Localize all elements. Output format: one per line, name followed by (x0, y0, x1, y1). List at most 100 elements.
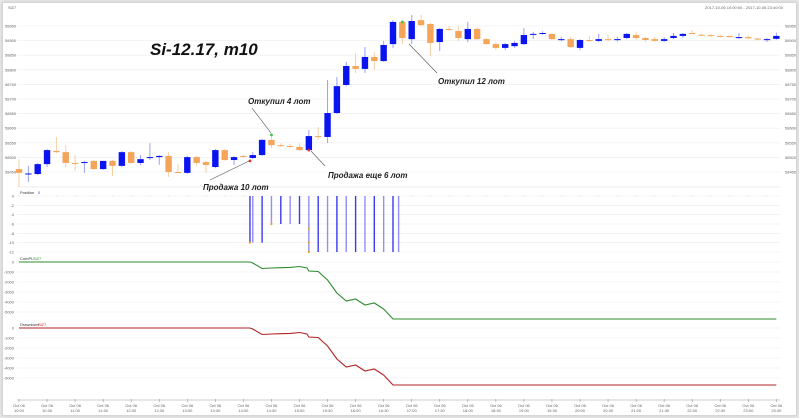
cumpl-line (19, 261, 777, 320)
x-tick-time: 23:00 (743, 408, 754, 413)
candle (184, 155, 191, 175)
candle-body (109, 160, 116, 166)
candle (726, 35, 733, 38)
candle-body (389, 21, 397, 45)
candle (62, 145, 69, 168)
position-zero-dot (392, 195, 394, 197)
position-tick-label: -8 (10, 231, 14, 236)
position-zero-dot (486, 195, 487, 197)
position-zero-dot (430, 195, 431, 197)
price-tick-label-left: 58750 (5, 82, 17, 87)
candle (717, 34, 724, 38)
x-tick-date: Oct 06 (406, 403, 419, 408)
cumpl-tick-label: -2000 (4, 280, 15, 285)
candle (193, 155, 200, 166)
candle-body (62, 152, 69, 163)
candle (576, 39, 584, 50)
candle (380, 40, 387, 62)
candle (128, 150, 135, 165)
candle (305, 129, 313, 151)
candle-body (707, 35, 715, 37)
x-tick-time: 15:30 (323, 408, 334, 413)
x-tick-date: Oct 06 (181, 403, 194, 408)
position-trade-marker (307, 250, 310, 254)
candle (707, 34, 715, 38)
x-tick-time: 20:00 (575, 408, 586, 413)
candle (389, 20, 397, 48)
candle-body (137, 159, 144, 163)
candle-body (520, 35, 528, 45)
candle (34, 162, 41, 175)
trade-marker-buy (400, 20, 404, 24)
candle-body (642, 37, 649, 41)
candle-body (212, 150, 219, 168)
candle (614, 36, 621, 42)
x-tick-time: 15:00 (294, 408, 305, 413)
candle (343, 61, 350, 87)
candle (202, 160, 210, 173)
x-tick-time: 22:00 (687, 408, 698, 413)
price-tick-label: 58650 (785, 111, 797, 116)
position-zero-dot (504, 195, 506, 197)
x-tick-date: Oct 06 (546, 403, 559, 408)
drawdown-line (19, 327, 777, 386)
annotation-buy-4: Откупил 4 лот (248, 97, 310, 134)
candle (642, 37, 649, 43)
position-zero-dot (374, 195, 375, 197)
position-zero-dot (542, 195, 543, 197)
position-zero-dot (74, 195, 76, 197)
x-tick-date: Oct 06 (322, 403, 335, 408)
x-tick-time: 13:30 (210, 408, 221, 413)
x-tick-date: Oct 06 (770, 403, 783, 408)
position-zero-dot (18, 195, 20, 197)
candle-body (277, 145, 284, 147)
candle (240, 155, 247, 158)
candle-body (324, 113, 331, 137)
drawdown-tick-label: -4000 (4, 366, 15, 371)
position-zero-dot (673, 195, 674, 197)
candle-body (586, 40, 593, 42)
candle-body (305, 136, 313, 151)
price-tick-label: 58850 (785, 53, 797, 58)
cumpl-tick-label: -4000 (4, 300, 15, 305)
candle (174, 164, 182, 173)
position-zero-dot (317, 195, 319, 197)
position-zero-dot (168, 195, 169, 197)
candle-body (258, 139, 266, 156)
position-trade-marker (307, 227, 310, 230)
candle (315, 127, 322, 140)
x-tick-date: Oct 06 (574, 403, 587, 408)
price-tick-label: 58450 (785, 170, 797, 175)
position-zero-dot (299, 195, 300, 197)
symbol-label: SiZ7 (8, 5, 17, 10)
candle (436, 28, 443, 52)
position-tick-label: -2 (10, 203, 14, 208)
position-zero-dot (205, 195, 207, 197)
position-zero-dot (56, 195, 57, 197)
price-tick-label: 58600 (785, 126, 797, 131)
candle-body (689, 33, 696, 35)
drawdown-pane-value: SiZ7 (38, 322, 47, 327)
position-zero-dot (617, 195, 618, 197)
candle-body (286, 146, 294, 148)
position-zero-dot (93, 195, 95, 197)
candle-body (726, 35, 733, 38)
x-tick-date: Oct 06 (153, 403, 166, 408)
position-zero-dot (37, 195, 38, 197)
price-tick-label-left: 58900 (5, 38, 17, 43)
position-zero-dot (336, 195, 338, 197)
candle-body (118, 152, 126, 166)
candle (90, 160, 97, 170)
candle (165, 152, 172, 177)
candle-body (296, 146, 303, 151)
x-tick-time: 16:00 (351, 408, 362, 413)
candle (221, 148, 228, 161)
x-tick-time: 10:30 (42, 408, 53, 413)
candle-body (99, 160, 107, 170)
position-zero-dot (355, 195, 356, 197)
candle-body (455, 30, 462, 38)
cumpl-tick-label: -5000 (4, 310, 15, 315)
candle-body (249, 155, 256, 158)
